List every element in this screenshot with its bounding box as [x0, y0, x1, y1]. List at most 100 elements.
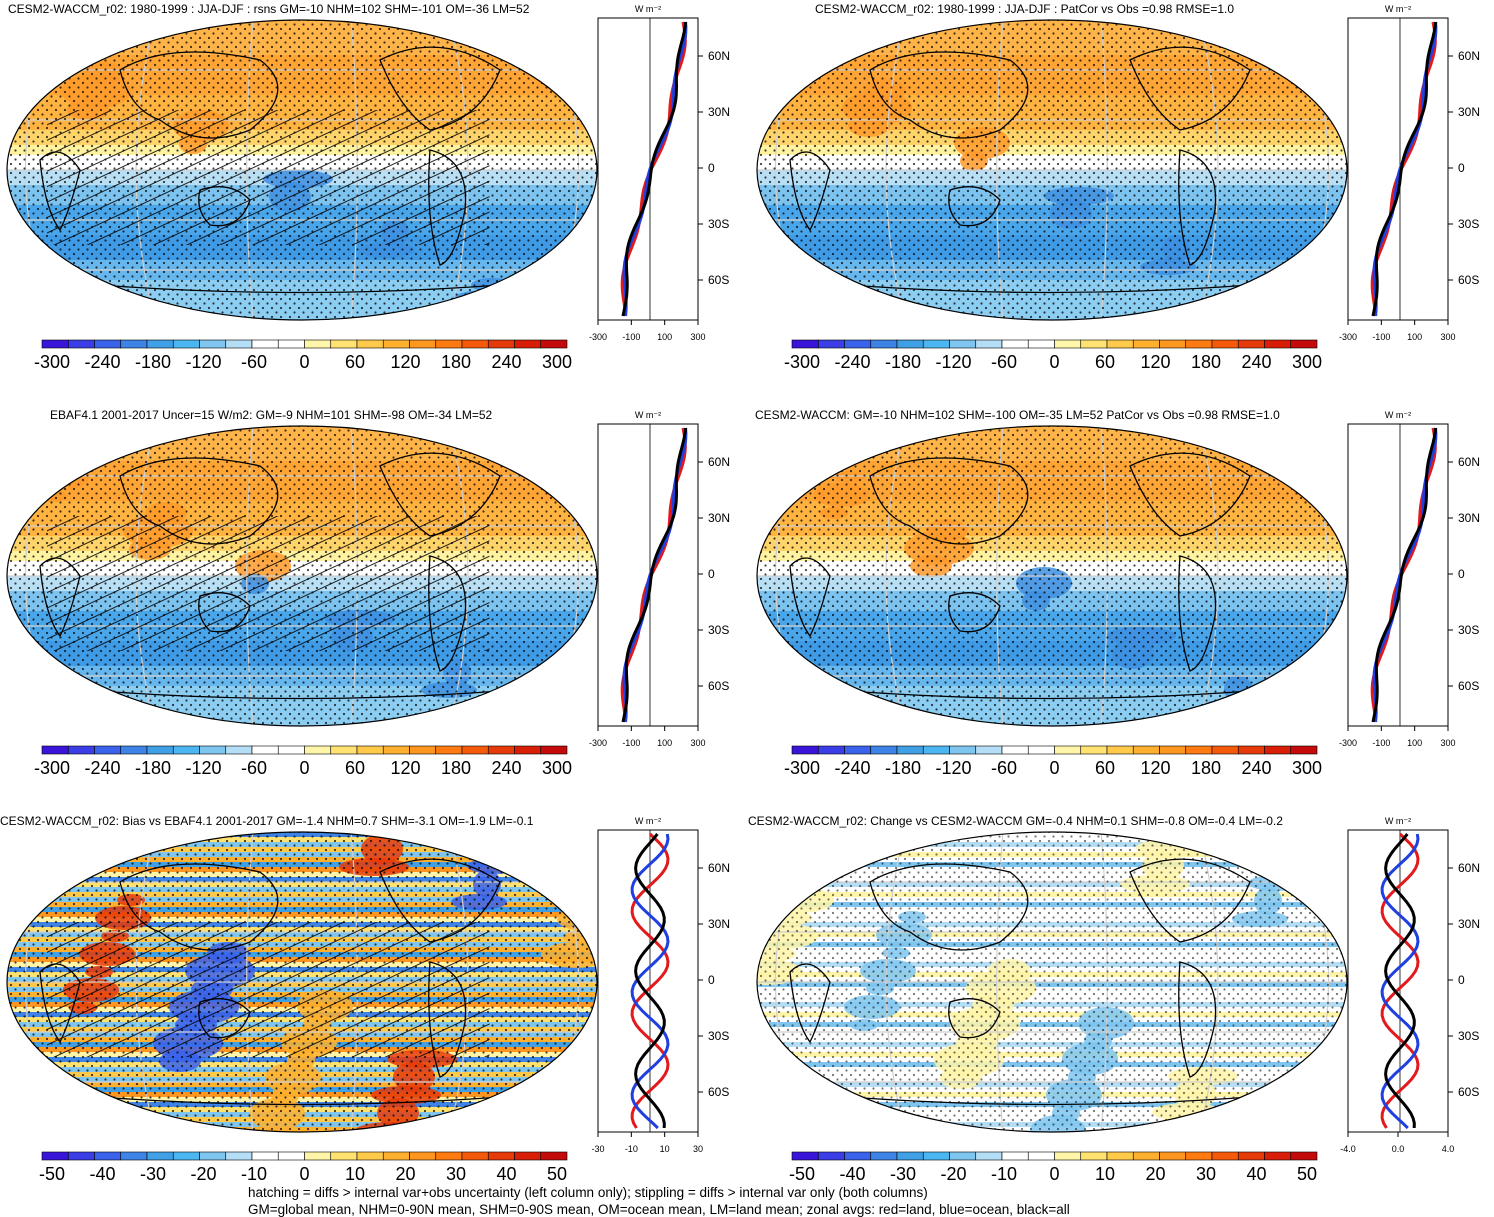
colorbar-tick-label: -60 — [991, 758, 1017, 778]
colorbar-swatch — [1237, 1151, 1265, 1161]
colorbar-swatch — [199, 1151, 227, 1161]
colorbar-tick-label: 180 — [1191, 352, 1221, 372]
colorbar-swatch — [1211, 1151, 1239, 1161]
profile-y-tick-label: 30N — [708, 511, 730, 525]
panel-title: CESM2-WACCM_r02: 1980-1999 : JJA-DJF : r… — [8, 2, 530, 16]
colorbar-swatch — [120, 339, 148, 349]
profile-line-all — [1384, 833, 1416, 1129]
zonal-profile: W m⁻² -300 -100 100 300 60N 30N 0 30S 60S — [1339, 410, 1480, 748]
profile-y-tick-label: 30S — [708, 217, 729, 231]
profile-x-tick-label: -300 — [589, 332, 607, 342]
colorbar-swatch — [225, 745, 253, 755]
map-field — [7, 20, 597, 320]
colorbar-tick-label: 180 — [441, 758, 471, 778]
colorbar-swatch — [791, 339, 819, 349]
profile-x-tick-label: -100 — [1372, 738, 1390, 748]
colorbar-swatch — [1185, 1151, 1213, 1161]
colorbar-swatch — [487, 1151, 515, 1161]
colorbar-tick-label: 300 — [542, 352, 572, 372]
panel-title: EBAF4.1 2001-2017 Uncer=15 W/m2: GM=-9 N… — [50, 408, 493, 422]
panel-graphic: -300 -240 -180 -120 -60 0 60 120 180 240 300 W m⁻² -… — [756, 4, 1480, 372]
colorbar-tick-label: 120 — [390, 758, 420, 778]
profile-y-tick-label: 60S — [708, 679, 729, 693]
colorbar-swatch — [304, 1151, 332, 1161]
profile-units: W m⁻² — [635, 816, 661, 826]
colorbar-swatch — [844, 1151, 872, 1161]
profile-x-tick-label: 0.0 — [1392, 1144, 1405, 1154]
colorbar-swatch — [1237, 339, 1265, 349]
colorbar-swatch — [896, 1151, 924, 1161]
profile-y-tick-label: 30S — [1458, 217, 1479, 231]
profile-y-tick-label: 30S — [1458, 623, 1479, 637]
profile-x-tick-label: -100 — [1372, 332, 1390, 342]
colorbar-tick-label: 30 — [1196, 1164, 1216, 1184]
colorbar-swatch — [817, 1151, 845, 1161]
colorbar-swatch — [817, 339, 845, 349]
colorbar-swatch — [409, 339, 437, 349]
colorbar-swatch — [356, 339, 384, 349]
colorbar-swatch — [922, 1151, 950, 1161]
colorbar-tick-label: -60 — [241, 758, 267, 778]
colorbar-tick-label: 240 — [491, 758, 521, 778]
profile-units: W m⁻² — [1385, 4, 1411, 14]
profile-x-tick-label: -30 — [591, 1144, 604, 1154]
colorbar-swatch — [922, 745, 950, 755]
colorbar-swatch — [199, 339, 227, 349]
colorbar-swatch — [922, 339, 950, 349]
panel-title: CESM2-WACCM: GM=-10 NHM=102 SHM=-100 OM=… — [755, 408, 1280, 422]
profile-y-tick-label: 30S — [1458, 1029, 1479, 1043]
profile-line-all — [1371, 427, 1438, 723]
colorbar-tick-label: 300 — [1292, 758, 1322, 778]
profile-line-land — [1380, 832, 1420, 1129]
colorbar-swatch — [172, 339, 200, 349]
colorbar-swatch — [1132, 745, 1160, 755]
colorbar-tick-label: -300 — [784, 352, 820, 372]
profile-units: W m⁻² — [635, 4, 661, 14]
colorbar-swatch — [975, 745, 1003, 755]
panel-graphic: -300 -240 -180 -120 -60 0 60 120 180 240 300 W m⁻² -… — [6, 410, 730, 778]
colorbar-tick-label: 40 — [496, 1164, 516, 1184]
profile-x-tick-label: 300 — [1440, 332, 1455, 342]
panel-title: CESM2-WACCM_r02: Bias vs EBAF4.1 2001-20… — [0, 814, 534, 828]
zonal-profile: W m⁻² -4.0 0.0 4.0 60N 30N 0 30S 60S — [1340, 816, 1480, 1154]
coastlines — [39, 452, 501, 700]
colorbar-swatch — [1106, 339, 1134, 349]
colorbar-swatch — [1290, 745, 1318, 755]
colorbar-tick-label: -20 — [190, 1164, 216, 1184]
colorbar-tick-label: 300 — [1292, 352, 1322, 372]
map-field — [757, 20, 1347, 320]
colorbar-swatch — [382, 745, 410, 755]
colorbar-swatch — [172, 745, 200, 755]
profile-y-tick-label: 0 — [708, 973, 715, 987]
profile-x-tick-label: 100 — [657, 738, 672, 748]
colorbar-swatch — [896, 339, 924, 349]
footer-line-1: hatching = diffs > internal var+obs unce… — [248, 1185, 928, 1200]
colorbar: -50 -40 -30 -20 -10 0 10 20 30 40 50 — [789, 1151, 1318, 1184]
colorbar-tick-label: 60 — [1095, 352, 1115, 372]
profile-line-land — [630, 832, 670, 1129]
colorbar-swatch — [1211, 745, 1239, 755]
profile-units: W m⁻² — [1385, 816, 1411, 826]
zonal-profile: W m⁻² -300 -100 100 300 60N 30N 0 30S 60S — [1339, 4, 1480, 342]
colorbar-swatch — [844, 745, 872, 755]
profile-y-tick-label: 0 — [1458, 161, 1465, 175]
colorbar-swatch — [975, 339, 1003, 349]
colorbar-swatch — [67, 339, 95, 349]
colorbar-tick-label: 180 — [441, 352, 471, 372]
colorbar-tick-label: -120 — [185, 352, 221, 372]
panel-graphic: -300 -240 -180 -120 -60 0 60 120 180 240 300 W m⁻² -… — [6, 4, 730, 372]
profile-y-tick-label: 30S — [708, 1029, 729, 1043]
profile-x-tick-label: -100 — [622, 738, 640, 748]
colorbar-tick-label: 180 — [1191, 758, 1221, 778]
colorbar-swatch — [1001, 339, 1029, 349]
colorbar-swatch — [896, 745, 924, 755]
colorbar-swatch — [1080, 745, 1108, 755]
colorbar-swatch — [1264, 339, 1292, 349]
colorbar-swatch — [435, 339, 463, 349]
profile-y-tick-label: 30N — [1458, 511, 1480, 525]
colorbar-tick-label: 240 — [491, 352, 521, 372]
profile-y-tick-label: 60N — [1458, 455, 1480, 469]
profile-x-tick-label: -100 — [622, 332, 640, 342]
profile-y-tick-label: 60S — [1458, 679, 1479, 693]
colorbar-swatch — [1185, 745, 1213, 755]
